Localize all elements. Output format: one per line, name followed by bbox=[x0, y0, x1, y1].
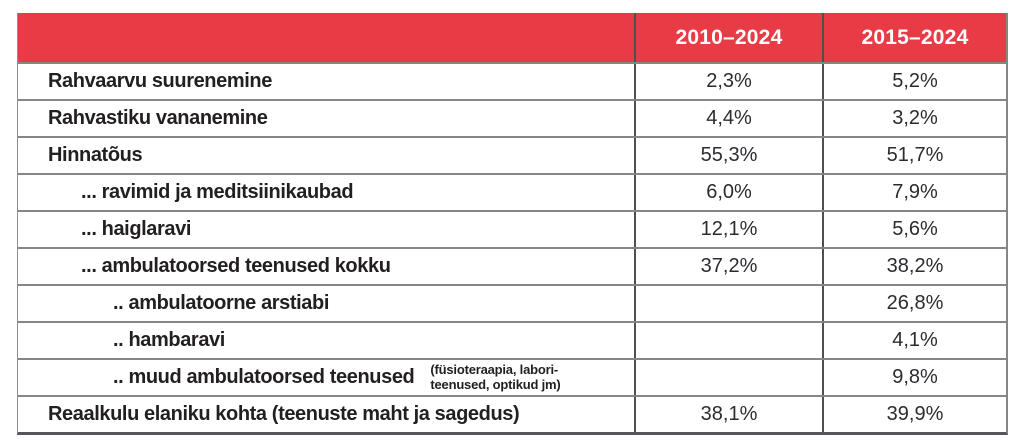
row-value: 5,6% bbox=[892, 218, 938, 240]
row-label-cell: .. hambaravi bbox=[18, 323, 634, 358]
row-value-cell: 5,6% bbox=[822, 212, 1006, 247]
row-label: Reaalkulu elaniku kohta (teenuste maht j… bbox=[48, 403, 520, 425]
table-row: .. muud ambulatoorsed teenused (füsiotera… bbox=[18, 358, 1006, 395]
row-value-cell: 12,1% bbox=[634, 212, 822, 247]
table-row: Reaalkulu elaniku kohta (teenuste maht j… bbox=[18, 395, 1006, 432]
table-row: ... ravimid ja meditsiinikaubad 6,0% 7,9% bbox=[18, 173, 1006, 210]
row-value-cell: 38,2% bbox=[822, 249, 1006, 284]
row-value-cell: 6,0% bbox=[634, 175, 822, 210]
row-value-cell: 51,7% bbox=[822, 138, 1006, 173]
row-value: 37,2% bbox=[700, 255, 758, 277]
table-row: ... haiglaravi 12,1% 5,6% bbox=[18, 210, 1006, 247]
row-value: 51,7% bbox=[886, 144, 944, 166]
row-value-cell: 5,2% bbox=[822, 64, 1006, 99]
row-value: 39,9% bbox=[886, 403, 944, 425]
row-value-cell: 4,4% bbox=[634, 101, 822, 136]
row-label-cell: .. muud ambulatoorsed teenused (füsiotera… bbox=[18, 360, 634, 395]
row-value-cell bbox=[634, 360, 822, 395]
row-value-cell bbox=[634, 286, 822, 321]
header-col-2015-2024-label: 2015–2024 bbox=[861, 25, 969, 49]
row-label-cell: ... haiglaravi bbox=[18, 212, 634, 247]
header-col-2010-2024-label: 2010–2024 bbox=[675, 25, 783, 49]
table-row: Hinnatõus 55,3% 51,7% bbox=[18, 136, 1006, 173]
table-row: Rahvaarvu suurenemine 2,3% 5,2% bbox=[18, 62, 1006, 99]
row-value: 26,8% bbox=[886, 292, 944, 314]
row-value: 6,0% bbox=[706, 181, 752, 203]
row-value-cell: 7,9% bbox=[822, 175, 1006, 210]
row-value-cell: 9,8% bbox=[822, 360, 1006, 395]
row-value: 2,3% bbox=[706, 70, 752, 92]
table-header-row: 2010–2024 2015–2024 bbox=[18, 13, 1006, 62]
row-value-cell bbox=[634, 323, 822, 358]
table-row: Rahvastiku vananemine 4,4% 3,2% bbox=[18, 99, 1006, 136]
row-value: 3,2% bbox=[892, 107, 938, 129]
row-value: 7,9% bbox=[892, 181, 938, 203]
row-label-cell: Rahvaarvu suurenemine bbox=[18, 64, 634, 99]
row-label: .. muud ambulatoorsed teenused bbox=[113, 366, 415, 388]
row-label-cell: Rahvastiku vananemine bbox=[18, 101, 634, 136]
table-row: .. hambaravi 4,1% bbox=[18, 321, 1006, 358]
row-value: 12,1% bbox=[700, 218, 758, 240]
row-label-cell: ... ambulatoorsed teenused kokku bbox=[18, 249, 634, 284]
row-value-cell: 4,1% bbox=[822, 323, 1006, 358]
row-label: .. ambulatoorne arstiabi bbox=[113, 292, 330, 314]
table-row: ... ambulatoorsed teenused kokku 37,2% 38,… bbox=[18, 247, 1006, 284]
row-label: Rahvastiku vananemine bbox=[48, 107, 268, 129]
cost-drivers-table: 2010–2024 2015–2024 Rahvaarvu suurenemin… bbox=[17, 13, 1008, 435]
row-label: Rahvaarvu suurenemine bbox=[48, 70, 272, 92]
row-value-cell: 38,1% bbox=[634, 397, 822, 432]
row-value: 9,8% bbox=[892, 366, 938, 388]
row-value: 38,2% bbox=[886, 255, 944, 277]
row-label-cell: Reaalkulu elaniku kohta (teenuste maht j… bbox=[18, 397, 634, 432]
row-label-note: (füsioteraapia, labori- teenused, optiku… bbox=[430, 362, 561, 392]
row-label: ... haiglaravi bbox=[81, 218, 192, 240]
row-value: 4,1% bbox=[892, 329, 938, 351]
table-body: Rahvaarvu suurenemine 2,3% 5,2% Rahvastiku … bbox=[18, 62, 1006, 432]
row-label: Hinnatõus bbox=[48, 144, 143, 166]
row-value-cell: 37,2% bbox=[634, 249, 822, 284]
header-col-2015-2024: 2015–2024 bbox=[822, 13, 1006, 62]
header-col-2010-2024: 2010–2024 bbox=[634, 13, 822, 62]
row-label: ... ravimid ja meditsiinikaubad bbox=[81, 181, 354, 203]
row-label: ... ambulatoorsed teenused kokku bbox=[81, 255, 391, 277]
row-value: 4,4% bbox=[706, 107, 752, 129]
row-value-cell: 2,3% bbox=[634, 64, 822, 99]
row-label-cell: Hinnatõus bbox=[18, 138, 634, 173]
row-label-cell: .. ambulatoorne arstiabi bbox=[18, 286, 634, 321]
row-value: 38,1% bbox=[700, 403, 758, 425]
row-value-cell: 39,9% bbox=[822, 397, 1006, 432]
row-label-cell: ... ravimid ja meditsiinikaubad bbox=[18, 175, 634, 210]
header-empty-cell bbox=[18, 13, 634, 62]
row-value-cell: 26,8% bbox=[822, 286, 1006, 321]
row-value: 5,2% bbox=[892, 70, 938, 92]
table-row: .. ambulatoorne arstiabi 26,8% bbox=[18, 284, 1006, 321]
row-label: .. hambaravi bbox=[113, 329, 225, 351]
row-value-cell: 3,2% bbox=[822, 101, 1006, 136]
row-value: 55,3% bbox=[700, 144, 758, 166]
row-value-cell: 55,3% bbox=[634, 138, 822, 173]
